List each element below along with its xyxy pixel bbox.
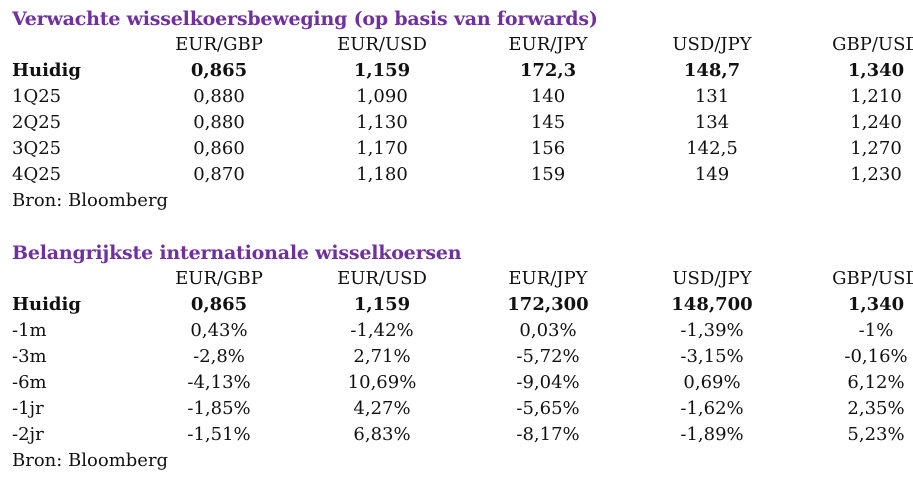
rates-header-row: EUR/GBP EUR/USD EUR/JPY USD/JPY GBP/USD [12,266,913,292]
table-cell: 159 [530,164,566,185]
table-cell: 2,71% [353,346,411,367]
table-cell: 1,180 [356,164,408,185]
table-cell: -5,65% [516,398,580,419]
table-cell: 1,170 [356,138,408,159]
table-cell: 142,5 [686,138,738,159]
table-cell: -1,51% [187,424,251,445]
table-cell: 156 [530,138,566,159]
table-cell: 172,3 [519,60,577,81]
table-cell: 0,865 [190,60,248,81]
column-header: EUR/JPY [508,34,588,55]
table-cell: 1,210 [850,86,902,107]
table-row: -2jr -1,51% 6,83% -8,17% -1,89% 5,23% [12,422,912,448]
row-label: -2jr [12,424,44,445]
row-label: Huidig [12,60,81,81]
table-cell: 0,860 [193,138,245,159]
table-cell: 148,7 [683,60,741,81]
source-note: Bron: Bloomberg [12,190,169,211]
table-cell: -1% [858,320,894,341]
table-cell: 148,700 [671,294,753,315]
table-cell: 1,340 [847,294,905,315]
table-row: -1jr -1,85% 4,27% -5,65% -1,62% 2,35% [12,396,912,422]
column-header: GBP/USD [832,268,913,289]
table-cell: 1,240 [850,112,902,133]
table-row: -3m -2,8% 2,71% -5,72% -3,15% -0,16% [12,344,912,370]
forecast-title: Verwachte wisselkoersbeweging (op basis … [12,8,598,30]
row-label: -1m [12,320,47,341]
column-header: EUR/USD [337,268,427,289]
table-row: 2Q25 0,880 1,130 145 134 1,240 [12,110,912,136]
table-cell: 145 [530,112,566,133]
table-cell: 1,159 [353,60,411,81]
rates-title: Belangrijkste internationale wisselkoers… [12,242,462,264]
table-cell: 1,090 [356,86,408,107]
table-cell: -1,85% [187,398,251,419]
table-cell: 149 [694,164,730,185]
row-label: 1Q25 [12,86,62,107]
table-row: 1Q25 0,880 1,090 140 131 1,210 [12,84,912,110]
table-row: 3Q25 0,860 1,170 156 142,5 1,270 [12,136,912,162]
table-row: Huidig 0,865 1,159 172,3 148,7 1,340 [12,58,912,84]
column-header: EUR/GBP [175,268,263,289]
forecast-header-row: EUR/GBP EUR/USD EUR/JPY USD/JPY GBP/USD [12,32,913,58]
table-cell: 0,880 [193,86,245,107]
column-header: GBP/USD [832,34,913,55]
column-header: USD/JPY [672,34,752,55]
table-cell: -0,16% [844,346,908,367]
column-header: EUR/USD [337,34,427,55]
table-cell: 1,270 [850,138,902,159]
table-cell: 6,12% [847,372,905,393]
table-cell: -5,72% [516,346,580,367]
source-note: Bron: Bloomberg [12,450,169,471]
table-cell: 131 [694,86,730,107]
table-cell: 0,865 [190,294,248,315]
rates-table: Belangrijkste internationale wisselkoers… [12,240,913,474]
table-cell: 2,35% [847,398,905,419]
table-cell: -2,8% [193,346,245,367]
row-label: 4Q25 [12,164,62,185]
forecast-table: Verwachte wisselkoersbeweging (op basis … [12,6,913,214]
table-row: 4Q25 0,870 1,180 159 149 1,230 [12,162,912,188]
row-label: -6m [12,372,47,393]
table-cell: -1,62% [680,398,744,419]
table-cell: 172,300 [507,294,589,315]
table-cell: -8,17% [516,424,580,445]
table-cell: 0,69% [683,372,741,393]
table-cell: -1,42% [350,320,414,341]
table-cell: 4,27% [353,398,411,419]
table-cell: 1,230 [850,164,902,185]
table-cell: -3,15% [680,346,744,367]
table-cell: 10,69% [347,372,417,393]
row-label: 2Q25 [12,112,62,133]
table-cell: 140 [530,86,566,107]
row-label: 3Q25 [12,138,62,159]
table-cell: 0,870 [193,164,245,185]
table-cell: 1,130 [356,112,408,133]
table-row: Huidig 0,865 1,159 172,300 148,700 1,340 [12,292,912,318]
table-cell: 1,340 [847,60,905,81]
table-cell: 5,23% [847,424,905,445]
table-row: -1m 0,43% -1,42% 0,03% -1,39% -1% [12,318,912,344]
table-cell: 0,880 [193,112,245,133]
table-cell: -1,89% [680,424,744,445]
table-cell: 134 [694,112,730,133]
table-cell: 0,43% [190,320,248,341]
row-label: -1jr [12,398,44,419]
column-header: EUR/GBP [175,34,263,55]
table-cell: -9,04% [516,372,580,393]
column-header: EUR/JPY [508,268,588,289]
table-cell: 6,83% [353,424,411,445]
table-cell: -1,39% [680,320,744,341]
table-cell: -4,13% [187,372,251,393]
row-label: Huidig [12,294,81,315]
table-cell: 0,03% [519,320,577,341]
column-header: USD/JPY [672,268,752,289]
table-row: -6m -4,13% 10,69% -9,04% 0,69% 6,12% [12,370,912,396]
row-label: -3m [12,346,47,367]
table-cell: 1,159 [353,294,411,315]
